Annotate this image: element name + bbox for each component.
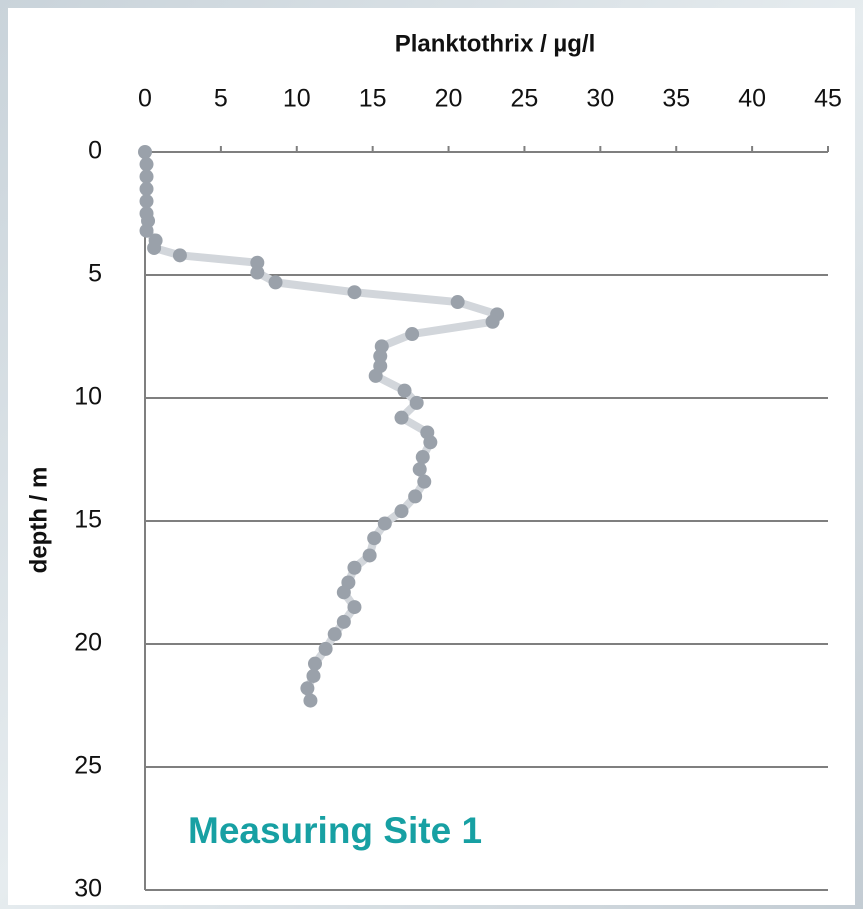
y-tick-label: 15 [74, 506, 102, 534]
data-point [347, 600, 362, 615]
data-point [300, 681, 315, 696]
y-tick-label: 25 [74, 752, 102, 780]
data-point [373, 349, 388, 364]
data-point [336, 585, 351, 600]
data-point [139, 181, 154, 196]
data-point [347, 285, 362, 300]
data-point [377, 516, 392, 531]
y-tick-label: 0 [88, 137, 102, 165]
y-tick-label: 20 [74, 629, 102, 657]
x-tick-label: 20 [435, 85, 463, 113]
x-axis-title: Planktothrix / µg/l [395, 30, 596, 57]
data-point [250, 265, 265, 280]
data-point [172, 248, 187, 263]
y-axis-title: depth / m [25, 467, 52, 574]
y-tick-label: 5 [88, 260, 102, 288]
data-point [409, 395, 424, 410]
x-tick-label: 5 [214, 85, 228, 113]
data-point [139, 223, 154, 238]
data-point [318, 641, 333, 656]
data-point [412, 462, 427, 477]
data-point [307, 656, 322, 671]
data-point [415, 450, 430, 465]
x-tick-label: 40 [738, 85, 766, 113]
data-point [367, 531, 382, 546]
data-point [394, 410, 409, 425]
annotation: Measuring Site 1 [188, 810, 482, 851]
data-point [327, 627, 342, 642]
data-point [397, 383, 412, 398]
data-point [485, 314, 500, 329]
data-point [417, 474, 432, 489]
x-tick-label: 25 [511, 85, 539, 113]
data-point [336, 614, 351, 629]
x-tick-label: 35 [662, 85, 690, 113]
data-point [405, 327, 420, 342]
data-point [362, 548, 377, 563]
data-point [347, 560, 362, 575]
data-point [306, 668, 321, 683]
x-tick-label: 0 [138, 85, 152, 113]
data-point [408, 489, 423, 504]
y-tick-label: 30 [74, 875, 102, 903]
x-tick-label: 30 [586, 85, 614, 113]
data-point [147, 240, 162, 255]
data-point [268, 275, 283, 290]
data-point [303, 693, 318, 708]
x-tick-label: 45 [814, 85, 842, 113]
data-point [139, 169, 154, 184]
data-point [139, 157, 154, 172]
y-tick-label: 10 [74, 383, 102, 411]
data-point [138, 145, 152, 159]
data-point [139, 194, 154, 209]
profile-line [141, 151, 502, 702]
data-point [368, 368, 383, 383]
x-tick-label: 10 [283, 85, 311, 113]
data-point [394, 504, 409, 519]
data-point [250, 255, 265, 270]
data-point [450, 295, 465, 310]
data-point [423, 435, 438, 450]
x-tick-label: 15 [359, 85, 387, 113]
